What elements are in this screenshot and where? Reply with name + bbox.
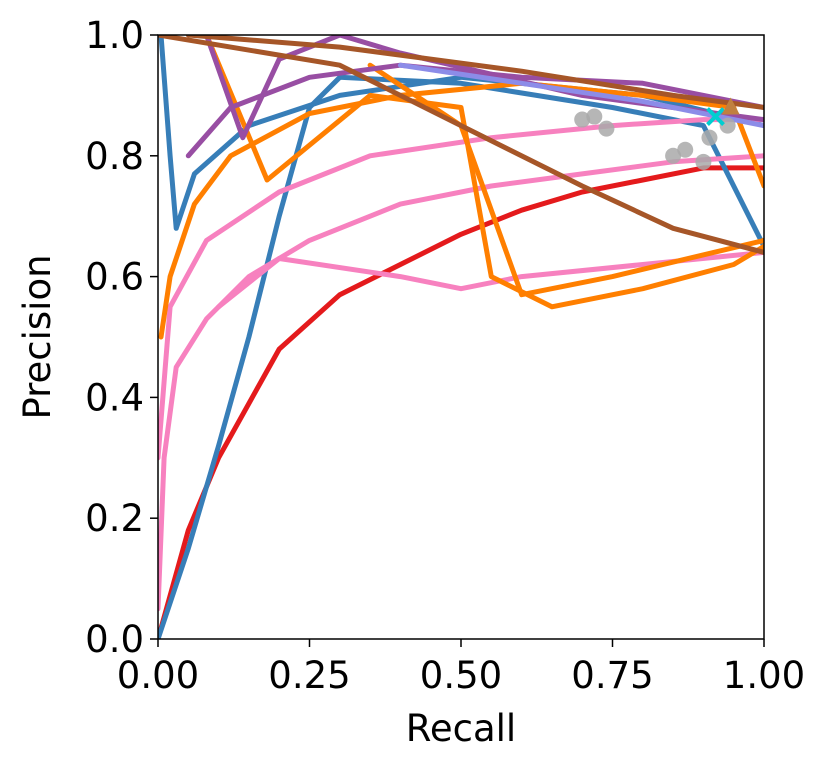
x-axis-label: Recall	[406, 707, 516, 750]
x-tick-label: 0.00	[117, 654, 199, 697]
y-tick-label: 1.0	[85, 14, 144, 57]
marker-circle-0	[574, 111, 591, 128]
marker-layer	[574, 97, 740, 170]
marker-circle-3	[665, 147, 682, 164]
series-line-10	[204, 35, 764, 141]
marker-circle-1	[586, 108, 603, 125]
series-line-12	[185, 35, 764, 110]
series-layer	[158, 35, 764, 639]
x-tick-label: 0.50	[420, 654, 502, 697]
series-line-6	[158, 80, 764, 340]
series-line-11	[158, 35, 764, 255]
marker-circle-4	[677, 141, 694, 158]
series-line-4	[158, 117, 764, 461]
x-axis-ticks: 0.00 0.25 0.50 0.75 1.00	[117, 639, 805, 697]
x-tick-label: 1.00	[723, 654, 805, 697]
series-line-8	[367, 62, 764, 298]
x-tick-label: 0.75	[571, 654, 653, 697]
marker-circle-7	[719, 117, 736, 134]
series-line-5	[216, 249, 764, 310]
plot-background	[158, 35, 764, 639]
marker-circle-5	[695, 153, 712, 170]
series-line-7	[204, 35, 764, 310]
series-line-3	[158, 153, 764, 612]
y-tick-label: 0.4	[85, 376, 144, 419]
marker-circle-6	[701, 129, 718, 146]
y-axis-label: Precision	[16, 254, 59, 419]
series-line-13	[397, 62, 764, 129]
y-tick-label: 0.2	[85, 497, 144, 540]
marker-circle-2	[598, 120, 615, 137]
x-tick-label: 0.25	[268, 654, 350, 697]
y-tick-label: 0.6	[85, 256, 144, 299]
marker-triangle-9	[721, 97, 740, 115]
y-tick-label: 0.8	[85, 135, 144, 178]
marker-x-8	[706, 107, 725, 126]
y-axis-ticks: 0.0 0.2 0.4 0.6 0.8 1.0	[85, 14, 158, 661]
y-tick-label: 0.0	[85, 618, 144, 661]
